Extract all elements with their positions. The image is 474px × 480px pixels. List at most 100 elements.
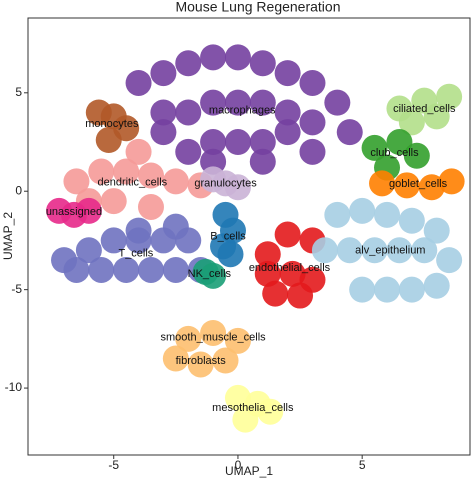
cell-point	[232, 406, 259, 433]
cell-point	[63, 256, 90, 283]
cell-point	[299, 138, 326, 165]
points-layer	[46, 44, 465, 433]
cluster-label: NK_cells	[188, 268, 232, 280]
cell-point	[274, 119, 301, 146]
cell-point	[113, 158, 140, 185]
cell-point	[254, 241, 281, 268]
cell-point	[150, 99, 177, 126]
cluster-label: macrophages	[209, 104, 276, 116]
cell-point	[249, 89, 276, 116]
chart-title: Mouse Lung Regeneration	[175, 0, 340, 15]
cell-point	[224, 129, 251, 156]
cluster-label: monocytes	[85, 118, 139, 130]
cluster-label: alv_epithelium	[355, 244, 425, 256]
cluster-label: T_cells	[118, 247, 153, 259]
cell-point	[403, 142, 430, 169]
labels-layer: macrophages dendritic_cells monocytes T_cel…	[46, 103, 456, 414]
cell-point	[423, 103, 450, 130]
cell-point	[374, 276, 401, 303]
cell-point	[274, 99, 301, 126]
cell-point	[418, 174, 445, 201]
cell-point	[336, 237, 363, 264]
cell-point	[262, 280, 289, 307]
plot-frame	[27, 17, 471, 456]
cell-point	[187, 351, 214, 378]
cell-point	[311, 237, 338, 264]
y-axis-label: UMAP_2	[1, 212, 15, 260]
cell-point	[224, 174, 251, 201]
cell-point	[162, 256, 189, 283]
cluster-label: B_cells	[210, 230, 246, 242]
cell-point	[369, 170, 396, 197]
cell-point	[423, 272, 450, 299]
cluster-label: dendritic_cells	[97, 177, 167, 189]
cell-point	[88, 158, 115, 185]
cell-point	[162, 168, 189, 195]
cell-point	[436, 247, 463, 274]
cell-point	[137, 256, 164, 283]
cell-point	[274, 221, 301, 248]
cell-point	[63, 168, 90, 195]
cell-point	[361, 134, 388, 161]
cell-point	[175, 99, 202, 126]
cell-point	[349, 276, 376, 303]
cell-point	[175, 50, 202, 77]
cell-point	[75, 197, 102, 224]
y-tick-label: -10	[5, 380, 23, 394]
cell-point	[398, 109, 425, 136]
cell-point	[175, 138, 202, 165]
cell-point	[217, 241, 244, 268]
cluster-label: ciliated_cells	[393, 103, 456, 115]
cell-point	[125, 217, 152, 244]
cluster-label: club_cells	[370, 147, 419, 159]
cell-point	[393, 172, 420, 199]
cell-point	[249, 148, 276, 175]
cell-point	[324, 201, 351, 228]
y-tick-label: 5	[15, 85, 22, 99]
cell-point	[224, 89, 251, 116]
x-axis-label: UMAP_1	[225, 464, 273, 478]
cell-point	[299, 109, 326, 136]
cell-point	[324, 89, 351, 116]
cell-point	[175, 325, 202, 352]
cell-point	[336, 119, 363, 146]
cell-point	[150, 60, 177, 87]
cell-point	[162, 213, 189, 240]
cell-point	[100, 227, 127, 254]
cell-point	[88, 256, 115, 283]
cell-point	[224, 327, 251, 354]
cell-point	[249, 50, 276, 77]
cell-point	[162, 345, 189, 372]
cell-point	[438, 168, 465, 195]
cell-point	[398, 276, 425, 303]
cell-point	[436, 83, 463, 110]
cluster-label: granulocytes	[194, 177, 257, 189]
cell-point	[150, 119, 177, 146]
cell-point	[224, 44, 251, 71]
cell-point	[279, 260, 306, 287]
cell-point	[200, 129, 227, 156]
cluster-label: endothelial_cells	[249, 262, 331, 274]
x-tick-label: -5	[108, 458, 119, 472]
cell-point	[287, 282, 314, 309]
cell-point	[212, 347, 239, 374]
cell-point	[100, 188, 127, 215]
cluster-label: smooth_muscle_cells	[161, 331, 267, 343]
cell-point	[361, 237, 388, 264]
cluster-label: goblet_cells	[389, 178, 448, 190]
cell-point	[125, 69, 152, 96]
cell-point	[249, 129, 276, 156]
x-tick-label: 0	[235, 458, 242, 472]
cell-point	[200, 262, 227, 289]
cell-point	[254, 260, 281, 287]
cluster-label: fibroblasts	[176, 355, 227, 367]
cell-point	[274, 60, 301, 87]
cell-point	[386, 129, 413, 156]
cell-point	[224, 384, 251, 411]
cell-point	[75, 237, 102, 264]
x-tick-label: 5	[359, 458, 366, 472]
cell-point	[423, 217, 450, 244]
y-tick-label: -5	[11, 282, 22, 296]
cell-point	[257, 398, 284, 425]
